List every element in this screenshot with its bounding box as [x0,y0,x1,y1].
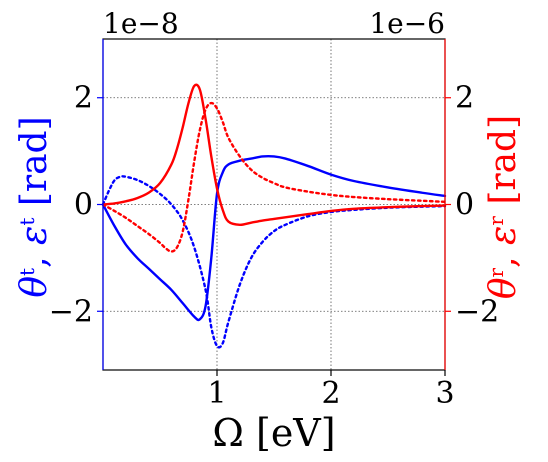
left-tick-label: −2 [49,294,93,329]
right-axis-label-sep: , [483,245,524,268]
right-axis-label-unit: [rad] [483,115,524,216]
series-left-dotted-line [101,175,447,349]
x-tick-label: 2 [321,376,340,411]
x-tick-label: 1 [207,376,226,411]
left-axis-label-sep: , [14,245,55,268]
left-axis-scale-label: 1e−8 [103,7,179,40]
axis-ticks: 1 2 3 −2 0 2 −2 0 2 [49,81,499,411]
series-right-dotted-line [101,101,447,253]
grid-lines [103,39,446,370]
right-tick-label: 2 [455,81,474,116]
series-lines [101,83,447,349]
left-axis-label-sup2: t [15,218,39,226]
left-tick-label: 2 [74,81,93,116]
right-axis-label-epsilon: ε [483,226,524,245]
right-axis-label: θr, εr [rad] [483,115,524,299]
left-axis-label-epsilon: ε [14,226,55,245]
series-right-solid-line [101,83,447,226]
right-axis-label-sup1: r [484,267,508,277]
right-axis-scale-label: 1e−6 [369,7,445,40]
right-axis-label-sup2: r [484,216,508,226]
right-axis-label-theta: θ [483,277,524,299]
left-axis-label-unit: [rad] [14,116,55,217]
right-tick-label: 0 [455,188,474,223]
x-tick-label: 3 [435,376,454,411]
left-axis-label-theta: θ [14,276,55,298]
left-tick-label: 0 [74,188,93,223]
right-tick-label: −2 [455,294,499,329]
left-axis-label: θt, εt [rad] [14,116,55,297]
series-left-solid-line [101,154,447,322]
left-axis-label-sup1: t [15,268,39,276]
x-axis-label: Ω [eV] [212,411,335,455]
